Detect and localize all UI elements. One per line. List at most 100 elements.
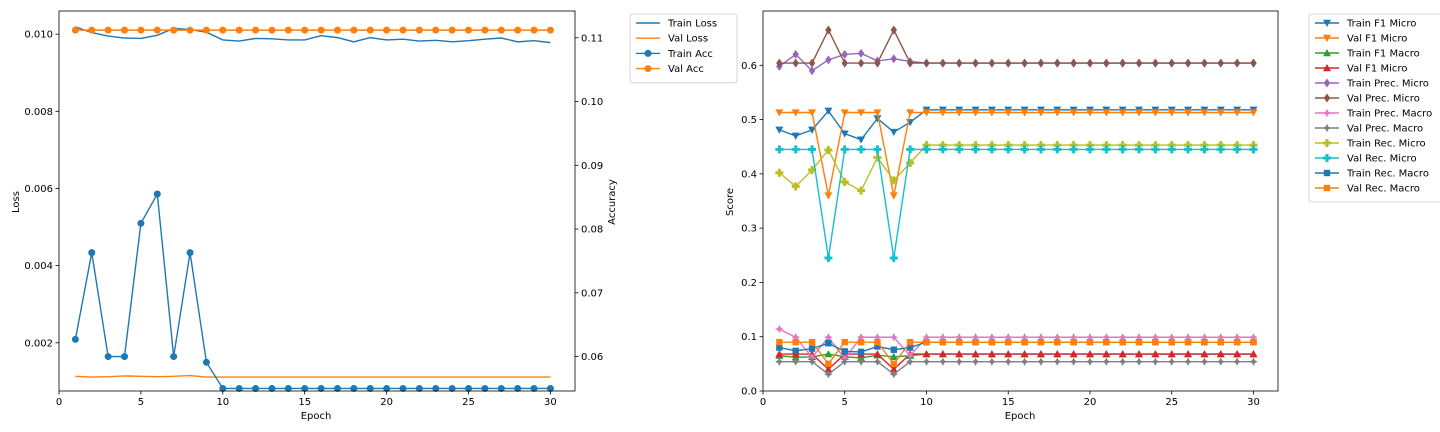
data-point-val-prec-macro [987, 357, 997, 366]
data-point-val-prec-macro [1134, 357, 1144, 366]
data-point-val-acc [546, 26, 554, 34]
score-chart-x-tick-label: 15 [1002, 397, 1015, 408]
data-point-train-rec-micro [857, 186, 866, 195]
data-point-val-f1-micro [1118, 350, 1127, 358]
data-point-val-f1-micro [1167, 350, 1176, 358]
legend-marker-train-f1-micro [1323, 19, 1331, 27]
data-point-train-prec-micro [808, 66, 816, 76]
data-point-train-acc [104, 353, 112, 361]
data-point-train-prec-macro [791, 333, 800, 342]
data-point-val-rec-micro [938, 145, 947, 154]
score-chart-y-axis-label: Score [725, 188, 736, 216]
data-point-val-f1-micro [938, 350, 947, 358]
legend-marker-val-f1-micro [1323, 34, 1331, 42]
data-point-val-rec-macro [1021, 338, 1028, 346]
data-point-val-acc [399, 26, 407, 34]
data-point-train-rec-micro [971, 141, 980, 150]
data-point-train-rec-micro [1233, 141, 1242, 150]
data-point-val-prec-macro [1151, 357, 1160, 366]
data-point-train-rec-micro [1184, 141, 1193, 150]
data-point-val-prec-micro [972, 58, 979, 68]
data-point-val-f1-micro [1151, 350, 1160, 358]
data-point-train-acc [432, 384, 440, 392]
data-point-train-rec-micro [1118, 141, 1127, 150]
data-point-val-acc [383, 26, 391, 34]
data-point-train-acc [219, 384, 227, 392]
legend-label-val-loss: Val Loss [668, 34, 708, 45]
legend-marker-train-f1-macro [1323, 49, 1331, 57]
data-point-val-f1-micro [791, 109, 800, 117]
data-point-val-rec-macro [857, 338, 865, 346]
data-point-train-prec-macro [1069, 333, 1078, 342]
data-point-val-f1-micro [775, 109, 784, 117]
data-point-val-f1-micro [1069, 350, 1078, 358]
loss-y-tick-label: 0.010 [24, 30, 53, 41]
loss-y-tick-label: 0.008 [24, 107, 53, 118]
data-point-val-acc [202, 26, 210, 34]
data-point-val-rec-micro [922, 145, 931, 154]
data-point-val-prec-macro [905, 357, 915, 366]
data-point-val-rec-macro [841, 338, 848, 346]
data-point-train-rec-macro [841, 348, 848, 355]
data-point-train-rec-macro [808, 345, 816, 352]
data-point-train-acc [350, 384, 358, 392]
data-point-val-prec-macro [1183, 357, 1193, 366]
data-point-val-prec-macro [856, 357, 866, 366]
data-point-val-prec-micro [1054, 58, 1061, 68]
data-point-val-prec-micro [857, 58, 865, 68]
data-point-train-prec-macro [1036, 333, 1046, 342]
data-point-val-prec-macro [840, 357, 849, 366]
legend-label-train-f1-micro: Train F1 Micro [1346, 19, 1416, 30]
accuracy-y-tick-label: 0.10 [581, 97, 603, 108]
data-point-val-rec-macro [1135, 338, 1143, 346]
data-point-val-rec-macro [1037, 338, 1045, 346]
loss-y-tick-label: 0.004 [24, 261, 53, 272]
legend-label-val-f1-micro: Val F1 Micro [1347, 34, 1407, 45]
data-point-val-f1-micro [1233, 350, 1242, 358]
data-point-val-rec-macro [1233, 338, 1241, 346]
data-point-val-prec-micro [1103, 58, 1110, 68]
data-point-val-f1-micro [971, 350, 980, 358]
data-point-val-f1-micro [840, 109, 849, 117]
data-point-val-prec-macro [1249, 357, 1258, 366]
data-point-val-f1-micro [889, 192, 898, 200]
data-point-val-rec-macro [1054, 338, 1061, 346]
data-point-val-rec-macro [939, 338, 947, 346]
data-point-train-rec-macro [874, 343, 881, 350]
data-point-val-acc [432, 26, 440, 34]
data-point-train-prec-macro [1134, 333, 1144, 342]
data-point-train-f1-micro [808, 126, 817, 134]
loss-chart-x-tick-label: 25 [462, 397, 475, 408]
data-point-val-prec-macro [1216, 357, 1225, 366]
loss-chart-x-tick-label: 5 [138, 397, 144, 408]
data-point-val-f1-micro [1069, 109, 1078, 117]
data-point-val-prec-micro [906, 58, 914, 68]
data-point-val-acc [170, 26, 178, 34]
data-point-train-prec-macro [1004, 333, 1013, 342]
loss-chart-y-axis-label: Loss [11, 191, 22, 213]
score-chart-x-tick-label: 20 [1084, 397, 1097, 408]
data-point-val-prec-macro [824, 369, 833, 379]
data-point-train-rec-micro [1167, 141, 1176, 150]
legend-label-train-acc: Train Acc [667, 49, 713, 60]
score-chart-x-tick-label: 25 [1165, 397, 1178, 408]
data-point-val-acc [301, 26, 309, 34]
data-point-val-rec-macro [1005, 338, 1012, 346]
data-point-val-rec-macro [955, 338, 963, 346]
loss-accuracy-chart: 0 5 10 15 20 25 30 0.002 0.004 0.006 0.008 0.010 0.0… [11, 10, 738, 422]
data-point-val-f1-micro [1102, 350, 1111, 358]
data-point-val-acc [465, 26, 473, 34]
legend-frame [1308, 13, 1440, 203]
score-y-tick-label: 0.6 [741, 61, 757, 72]
data-point-val-f1-micro [889, 365, 898, 373]
data-point-train-acc [88, 249, 96, 257]
data-point-train-prec-macro [1216, 333, 1225, 342]
data-point-val-acc [317, 26, 325, 34]
data-point-train-rec-micro [889, 176, 898, 185]
data-point-val-rec-micro [955, 145, 964, 154]
data-point-val-rec-micro [1102, 145, 1111, 154]
data-point-train-f1-micro [791, 132, 800, 140]
data-point-val-prec-macro [1118, 357, 1127, 366]
data-point-val-f1-micro [987, 109, 996, 117]
data-point-val-acc [153, 26, 161, 34]
